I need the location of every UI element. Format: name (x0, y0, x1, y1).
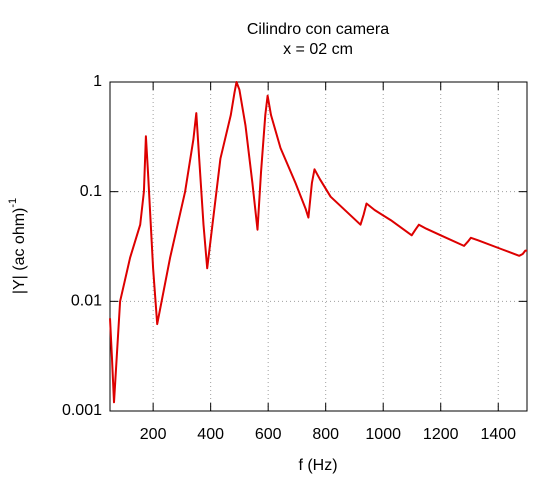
y-axis-label-sup: -1 (7, 198, 19, 208)
chart-subtitle: x = 02 cm (283, 41, 353, 58)
x-tick-label: 1400 (480, 426, 516, 443)
x-tick-label: 200 (140, 426, 167, 443)
chart-title: Cilindro con camera (247, 21, 389, 38)
data-line (109, 81, 527, 404)
x-axis-label: f (Hz) (298, 457, 337, 474)
y-tick-label: 1 (93, 73, 102, 90)
x-tick-label: 400 (197, 426, 224, 443)
x-tick-label: 800 (312, 426, 339, 443)
plot-border (109, 81, 528, 412)
y-axis-label: |Y| (ac ohm)-1 (7, 198, 28, 294)
y-axis-label-main: |Y| (ac ohm) (11, 208, 28, 295)
x-tick-label: 600 (255, 426, 282, 443)
x-tick-label: 1200 (423, 426, 459, 443)
y-tick-label: 0.1 (80, 183, 102, 200)
x-tick-label: 1000 (365, 426, 401, 443)
y-tick-label: 0.001 (62, 402, 102, 419)
y-tick-label: 0.01 (71, 293, 102, 310)
